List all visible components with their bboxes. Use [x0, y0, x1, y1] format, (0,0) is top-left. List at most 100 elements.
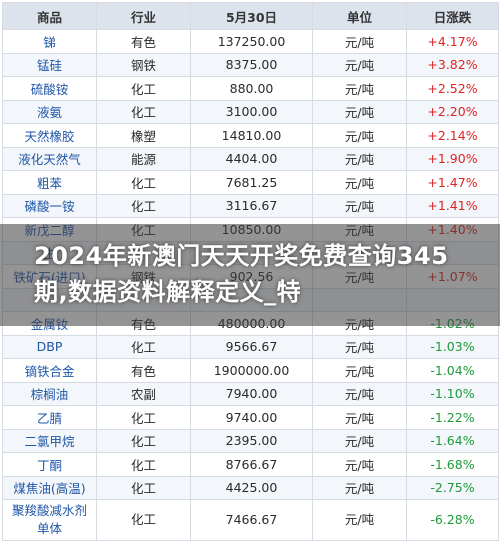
- table-row[interactable]: 丁酮 化工 8766.67 元/吨 -1.68%: [2, 452, 499, 477]
- change-cell: +2.20%: [406, 99, 499, 124]
- price-cell: 1900000.00: [190, 358, 313, 383]
- table-row[interactable]: 乙腈 化工 9740.00 元/吨 -1.22%: [2, 405, 499, 430]
- price-cell: 8375.00: [190, 52, 313, 77]
- commodity-cell: 硫酸铵: [2, 76, 97, 101]
- table-row[interactable]: 聚羧酸减水剂单体 化工 7466.67 元/吨 -6.28%: [2, 499, 499, 541]
- unit-cell: 元/吨: [312, 381, 407, 406]
- industry-cell: 化工: [96, 334, 191, 359]
- commodity-cell: 聚羧酸减水剂单体: [2, 499, 97, 541]
- change-cell: -1.64%: [406, 428, 499, 453]
- industry-cell: 化工: [96, 76, 191, 101]
- header-daily-change[interactable]: 日涨跌: [406, 2, 499, 30]
- change-cell: -1.10%: [406, 381, 499, 406]
- price-cell: 8766.67: [190, 452, 313, 477]
- change-cell: -2.75%: [406, 475, 499, 500]
- table-row[interactable]: 煤焦油(高温) 化工 4425.00 元/吨 -2.75%: [2, 475, 499, 500]
- industry-cell: 化工: [96, 99, 191, 124]
- unit-cell: 元/吨: [312, 358, 407, 383]
- commodity-cell: 镝铁合金: [2, 358, 97, 383]
- industry-cell: 化工: [96, 193, 191, 218]
- unit-cell: 元/吨: [312, 123, 407, 148]
- table-row[interactable]: 硫酸铵 化工 880.00 元/吨 +2.52%: [2, 76, 499, 101]
- change-cell: +4.17%: [406, 29, 499, 54]
- commodity-cell: 二氯甲烷: [2, 428, 97, 453]
- change-cell: +1.41%: [406, 193, 499, 218]
- table-row[interactable]: DBP 化工 9566.67 元/吨 -1.03%: [2, 334, 499, 359]
- table-row[interactable]: 液氨 化工 3100.00 元/吨 +2.20%: [2, 99, 499, 124]
- price-cell: 880.00: [190, 76, 313, 101]
- price-cell: 3100.00: [190, 99, 313, 124]
- unit-cell: 元/吨: [312, 99, 407, 124]
- header-commodity[interactable]: 商品: [2, 2, 97, 30]
- header-date[interactable]: 5月30日: [190, 2, 313, 30]
- table-header-row: 商品 行业 5月30日 单位 日涨跌: [2, 2, 499, 30]
- industry-cell: 化工: [96, 452, 191, 477]
- table-row[interactable]: 锰硅 钢铁 8375.00 元/吨 +3.82%: [2, 52, 499, 77]
- industry-cell: 有色: [96, 29, 191, 54]
- industry-cell: 能源: [96, 146, 191, 171]
- change-cell: -1.68%: [406, 452, 499, 477]
- commodity-cell: 液氨: [2, 99, 97, 124]
- unit-cell: 元/吨: [312, 405, 407, 430]
- watermark-banner: [0, 224, 500, 326]
- unit-cell: 元/吨: [312, 52, 407, 77]
- change-cell: -6.28%: [406, 499, 499, 541]
- table-row[interactable]: 锑有色 137250.00 元/吨 +4.17%: [2, 29, 499, 54]
- change-cell: +2.52%: [406, 76, 499, 101]
- table-row[interactable]: 液化天然气 能源 4404.00 元/吨 +1.90%: [2, 146, 499, 171]
- unit-cell: 元/吨: [312, 334, 407, 359]
- table-row[interactable]: 粗苯 化工 7681.25 元/吨 +1.47%: [2, 170, 499, 195]
- industry-cell: 化工: [96, 475, 191, 500]
- unit-cell: 元/吨: [312, 475, 407, 500]
- industry-cell: 钢铁: [96, 52, 191, 77]
- commodity-cell: 粗苯: [2, 170, 97, 195]
- price-cell: 7466.67: [190, 499, 313, 541]
- change-cell: +1.90%: [406, 146, 499, 171]
- table-row[interactable]: 磷酸一铵 化工 3116.67 元/吨 +1.41%: [2, 193, 499, 218]
- unit-cell: 元/吨: [312, 146, 407, 171]
- industry-cell: 化工: [96, 428, 191, 453]
- price-cell: 7940.00: [190, 381, 313, 406]
- header-unit[interactable]: 单位: [312, 2, 407, 30]
- price-cell: 4404.00: [190, 146, 313, 171]
- commodity-cell: 液化天然气: [2, 146, 97, 171]
- change-cell: +3.82%: [406, 52, 499, 77]
- commodity-cell: 锑: [2, 29, 97, 54]
- industry-cell: 化工: [96, 499, 191, 541]
- industry-cell: 农副: [96, 381, 191, 406]
- unit-cell: 元/吨: [312, 170, 407, 195]
- price-cell: 4425.00: [190, 475, 313, 500]
- price-cell: 2395.00: [190, 428, 313, 453]
- industry-cell: 化工: [96, 170, 191, 195]
- price-cell: 14810.00: [190, 123, 313, 148]
- industry-cell: 有色: [96, 358, 191, 383]
- change-cell: -1.03%: [406, 334, 499, 359]
- industry-cell: 橡塑: [96, 123, 191, 148]
- change-cell: +1.47%: [406, 170, 499, 195]
- unit-cell: 元/吨: [312, 193, 407, 218]
- price-cell: 137250.00: [190, 29, 313, 54]
- price-cell: 9740.00: [190, 405, 313, 430]
- commodity-cell: 磷酸一铵: [2, 193, 97, 218]
- commodity-cell: 锰硅: [2, 52, 97, 77]
- unit-cell: 元/吨: [312, 452, 407, 477]
- commodity-cell: 乙腈: [2, 405, 97, 430]
- price-cell: 7681.25: [190, 170, 313, 195]
- table-row[interactable]: 二氯甲烷 化工 2395.00 元/吨 -1.64%: [2, 428, 499, 453]
- watermark-text: 2024年新澳门天天开奖免费查询345期,数据资料解释定义_特: [34, 242, 449, 306]
- table-row[interactable]: 镝铁合金 有色 1900000.00 元/吨 -1.04%: [2, 358, 499, 383]
- price-cell: 3116.67: [190, 193, 313, 218]
- unit-cell: 元/吨: [312, 29, 407, 54]
- commodity-cell: 棕榈油: [2, 381, 97, 406]
- unit-cell: 元/吨: [312, 76, 407, 101]
- commodity-cell: DBP: [2, 334, 97, 359]
- industry-cell: 化工: [96, 405, 191, 430]
- price-cell: 9566.67: [190, 334, 313, 359]
- table-row[interactable]: 天然橡胶 橡塑 14810.00 元/吨 +2.14%: [2, 123, 499, 148]
- unit-cell: 元/吨: [312, 499, 407, 541]
- change-cell: -1.22%: [406, 405, 499, 430]
- table-row[interactable]: 棕榈油 农副 7940.00 元/吨 -1.10%: [2, 381, 499, 406]
- change-cell: +2.14%: [406, 123, 499, 148]
- commodity-cell: 煤焦油(高温): [2, 475, 97, 500]
- header-industry[interactable]: 行业: [96, 2, 191, 30]
